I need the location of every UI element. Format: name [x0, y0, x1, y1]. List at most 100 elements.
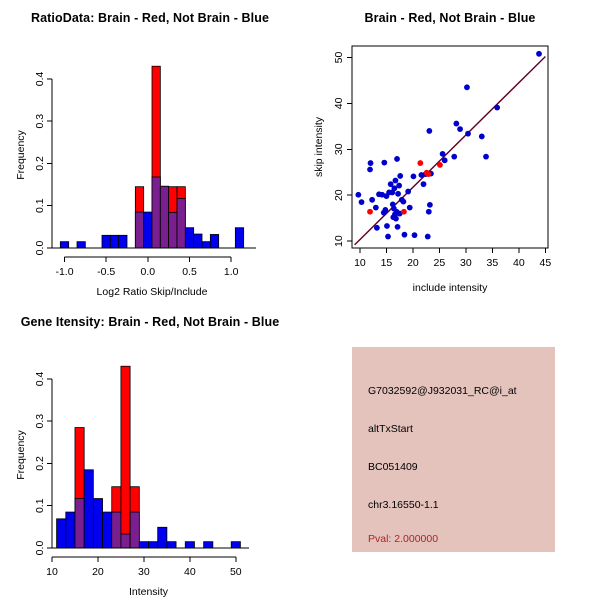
panel-info: G7032592@J932031_RC@i_at altTxStart BC05…	[300, 300, 600, 600]
scatter-point	[387, 181, 394, 188]
scatter-point	[424, 233, 431, 240]
histogram-bar-overlap	[129, 511, 140, 549]
y-axis-tick-label: 0.4	[34, 71, 46, 86]
scatter-point	[384, 223, 390, 229]
info-accession: BC051409	[368, 461, 418, 473]
scatter-point	[536, 50, 542, 57]
histogram-bar-blue	[83, 469, 94, 549]
scatter-point	[394, 223, 401, 230]
x-axis-title: include intensity	[413, 282, 488, 294]
histogram-bar-overlap	[176, 198, 186, 249]
scatter-point	[369, 196, 376, 203]
x-axis-tick-label: 35	[487, 257, 499, 269]
y-axis-tick-label: 0.4	[34, 371, 46, 386]
y-axis-tick-label: 0.2	[34, 456, 46, 471]
scatter-content: 10 20 30 40 50 skip intensity 10 15 20 25 30 35 40 45…	[313, 45, 551, 294]
scatter-plot: 10 20 30 40 50 skip intensity 10 15 20 25 30 35 40 45…	[313, 45, 551, 294]
scatter-point	[425, 208, 432, 215]
y-axis-tick-label: 0.2	[34, 156, 46, 171]
histogram-bar-overlap	[159, 185, 170, 249]
scatter-point	[392, 177, 399, 184]
y-axis-tick-label: 0.1	[34, 498, 46, 513]
info-locus: chr3.16550-1.1	[368, 499, 439, 511]
x-axis-title: Log2 Ratio Skip/Include	[97, 286, 208, 298]
panel-scatter: Brain - Red, Not Brain - Blue 10 20 30 40 50…	[300, 0, 600, 300]
svg-gene-hist-content: 0.0 0.1 0.2 0.3 0.4 Frequency 10 20 30 40 50 Intens…	[15, 365, 249, 598]
scatter-point	[385, 233, 391, 240]
scatter-point	[439, 150, 446, 157]
scatter-point	[464, 84, 470, 91]
scatter-point	[457, 126, 463, 132]
info-probe-id: G7032592@J932031_RC@i_at	[368, 385, 517, 397]
y-axis-tick-label: 0.3	[34, 414, 46, 429]
x-axis-tick-label: 25	[434, 257, 446, 269]
histogram-bar-blue	[157, 526, 168, 549]
histogram-bar-overlap	[168, 212, 178, 249]
gene-histogram-title: Gene Itensity: Brain - Red, Not Brain - …	[20, 315, 280, 329]
scatter-point	[355, 191, 362, 198]
scatter-point	[410, 173, 417, 180]
histogram-bar-blue	[92, 498, 103, 549]
x-axis-tick-label: 20	[92, 566, 104, 578]
gene-histogram-plot: 0.0 0.1 0.2 0.3 0.4 Frequency 10 20 30 40 50 Intens…	[15, 365, 249, 598]
scatter-point	[405, 188, 412, 195]
scatter-point	[396, 182, 403, 189]
y-axis-tick-label: 0.1	[34, 198, 46, 213]
scatter-point	[425, 171, 432, 177]
histogram-bar-blue	[109, 234, 120, 249]
svg-ratio-hist-content: 0.0 0.1 0.2 0.3 0.4 Frequency -1.0 -0.5 0.0 0.5 1.…	[15, 65, 256, 298]
y-axis-tick-label: 0.0	[34, 541, 46, 556]
histogram-bar-blue	[148, 541, 159, 549]
scatter-inner	[354, 50, 546, 246]
scatter-point	[367, 160, 374, 166]
x-axis-tick-label: 0.0	[141, 266, 156, 278]
info-box: G7032592@J932031_RC@i_at altTxStart BC05…	[352, 347, 555, 552]
scatter-point	[411, 232, 418, 239]
scatter-point	[373, 224, 380, 231]
histogram-bar-blue	[166, 541, 177, 549]
scatter-point	[381, 159, 388, 166]
histogram-bar-blue	[209, 234, 220, 249]
x-axis-title: Intensity	[129, 586, 169, 598]
histogram-bar-red	[120, 365, 131, 549]
histogram-bar-blue	[201, 241, 211, 249]
histogram-bar-blue	[65, 511, 76, 549]
histogram-bar-overlap	[111, 511, 122, 549]
scatter-point	[400, 198, 407, 205]
scatter-point	[406, 204, 413, 211]
y-axis-title: Frequency	[15, 429, 27, 479]
x-axis-tick-label: 10	[46, 566, 58, 578]
panel-gene-histogram: Gene Itensity: Brain - Red, Not Brain - …	[0, 300, 300, 600]
y-axis-tick-label: 20	[333, 189, 345, 201]
scatter-point	[395, 190, 401, 197]
scatter-point	[401, 208, 407, 215]
scatter-point	[397, 173, 404, 179]
x-axis-tick-label: 15	[381, 257, 393, 269]
scatter-point	[453, 120, 460, 127]
scatter-point	[441, 157, 448, 164]
ratio-histogram-plot: 0.0 0.1 0.2 0.3 0.4 Frequency -1.0 -0.5 0.0 0.5 1.…	[15, 65, 256, 298]
scatter-point	[367, 208, 373, 215]
fit-line	[354, 56, 546, 246]
histogram-bar-overlap	[134, 211, 145, 249]
scatter-point	[426, 201, 433, 208]
scatter-point	[393, 215, 399, 222]
x-axis-tick-label: 40	[184, 566, 196, 578]
histogram-bar-blue	[56, 518, 67, 549]
scatter-point	[372, 204, 379, 211]
histogram-bar-blue	[230, 541, 241, 549]
scatter-point	[494, 104, 501, 111]
scatter-point	[401, 231, 408, 238]
scatter-point	[483, 153, 489, 160]
y-axis-title: skip intensity	[313, 116, 325, 177]
x-axis-tick-label: 0.5	[182, 266, 197, 278]
y-axis-tick-label: 0.3	[34, 114, 46, 129]
x-axis-tick-label: 1.0	[224, 266, 239, 278]
scatter-title: Brain - Red, Not Brain - Blue	[364, 11, 536, 25]
histogram-bar-overlap	[151, 176, 161, 249]
y-axis-tick-label: 10	[333, 235, 345, 247]
histogram-bar-blue	[184, 541, 195, 549]
histogram-bar-blue	[101, 234, 111, 249]
y-axis-tick-label: 40	[333, 97, 345, 109]
scatter-point	[417, 160, 424, 166]
